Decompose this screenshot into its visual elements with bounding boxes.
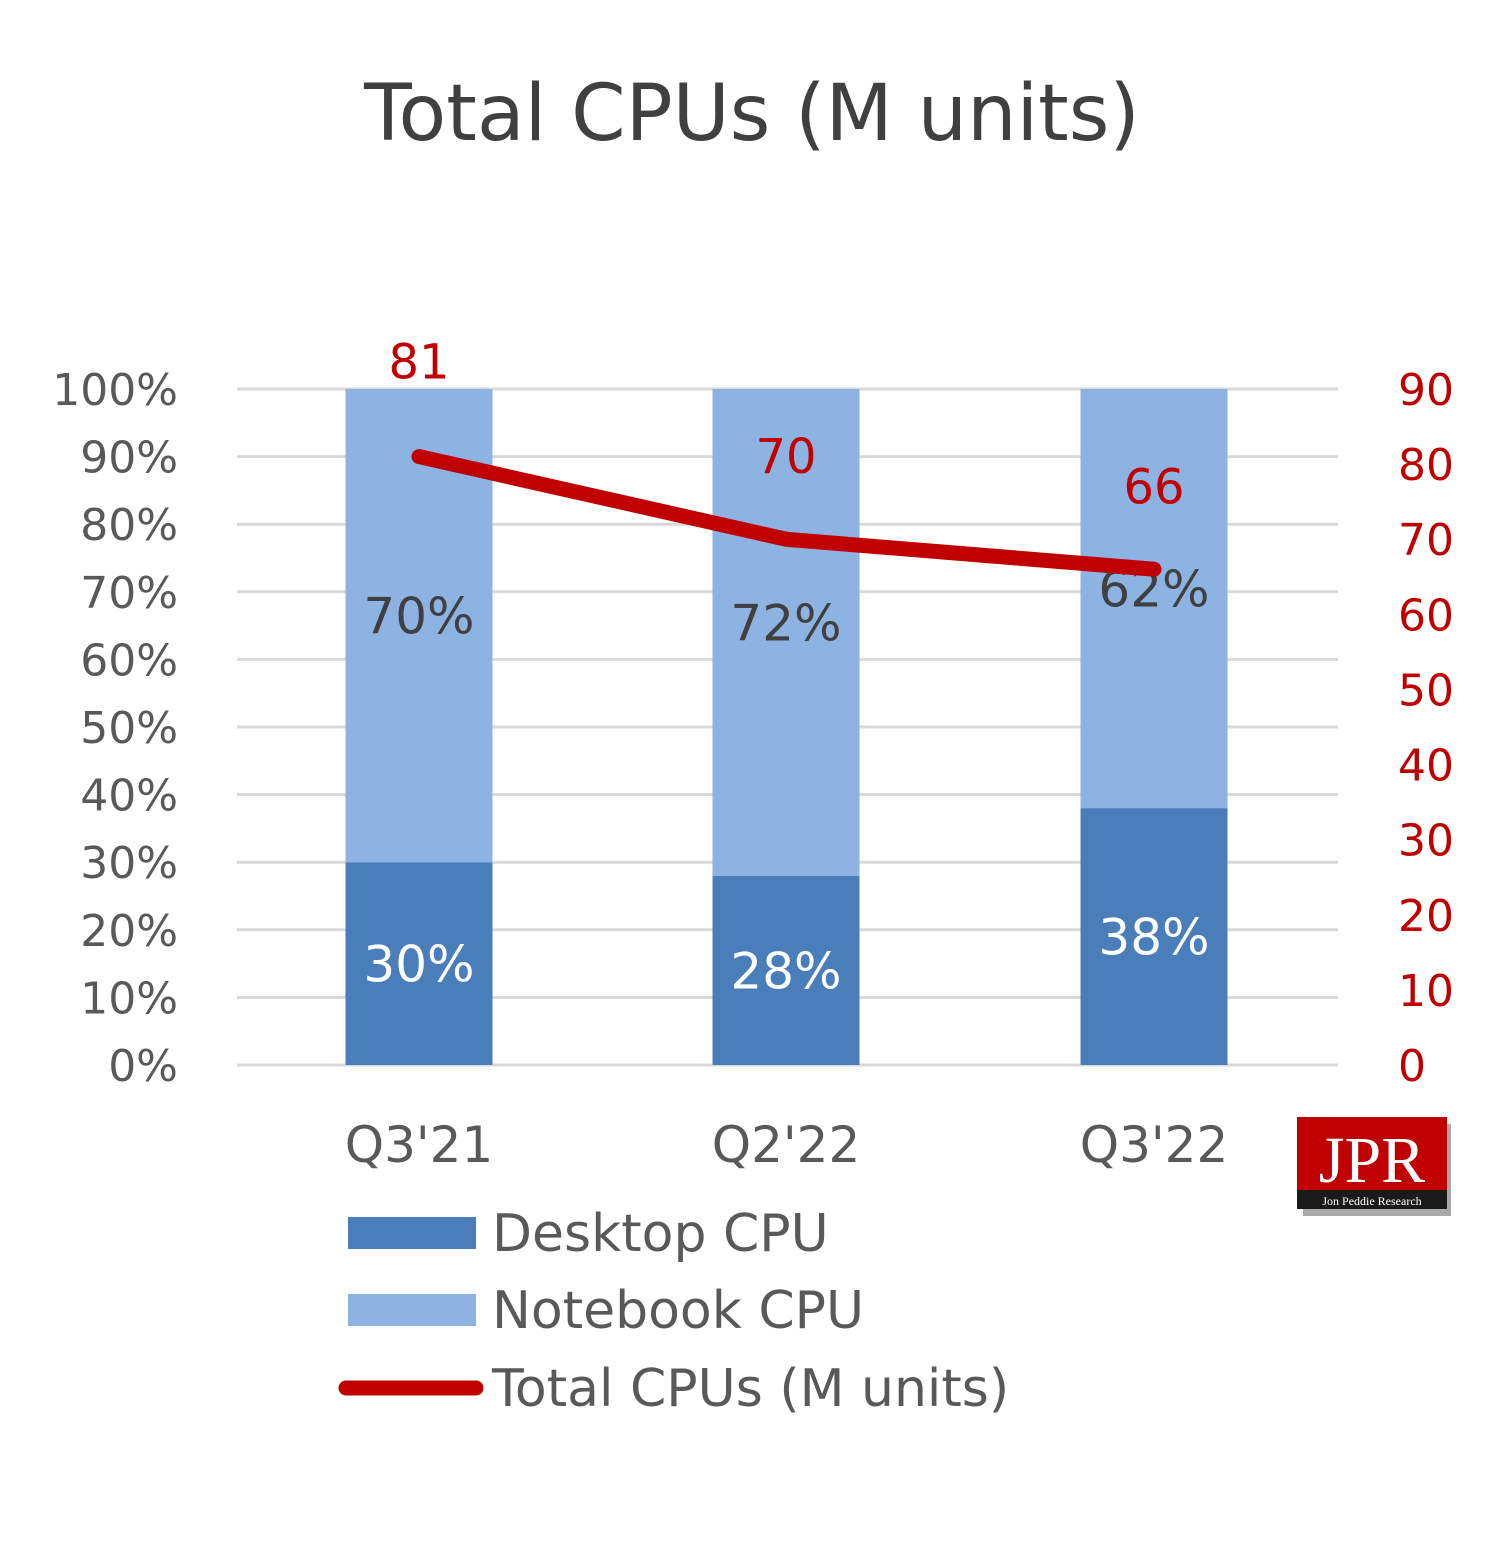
desktop-data-label: 38% (1098, 909, 1209, 967)
y-right-tick-label: 50 (1398, 665, 1454, 716)
legend-swatch (348, 1217, 476, 1249)
y-left-tick-label: 30% (80, 838, 178, 889)
y-right-tick-label: 30 (1398, 816, 1454, 867)
x-tick-label: Q3'21 (345, 1116, 494, 1174)
line-series: 81 70 66 (388, 335, 1185, 577)
x-tick-label: Q3'22 (1080, 1116, 1229, 1174)
bar-desktop-cpu (1080, 808, 1228, 1065)
y-left-tick-label: 0% (108, 1041, 178, 1092)
logo-text: JPR (1319, 1124, 1425, 1197)
y-left-tick-label: 40% (80, 771, 178, 822)
x-tick-label: Q2'22 (712, 1116, 861, 1174)
x-axis: Q3'21 Q2'22 Q3'22 (345, 1116, 1229, 1174)
legend: Desktop CPU Notebook CPU Total CPUs (M uni… (338, 1204, 1009, 1419)
bars: 30% 28%38%70% 72%62% (345, 389, 1228, 1065)
bar-desktop-cpu (712, 875, 860, 1065)
desktop-data-label: 28% (730, 942, 841, 1000)
y-left-tick-label: 90% (80, 433, 178, 484)
y-left-tick-label: 60% (80, 635, 178, 686)
logo-subtext: Jon Peddie Research (1322, 1194, 1421, 1208)
y-left-tick-label: 50% (80, 703, 178, 754)
y-right-tick-label: 40 (1398, 741, 1454, 792)
legend-label: Total CPUs (M units) (491, 1359, 1009, 1419)
total-data-label: 66 (1123, 459, 1184, 515)
y-left-tick-label: 80% (80, 500, 178, 551)
y-right-tick-label: 60 (1398, 590, 1454, 641)
legend-label: Notebook CPU (492, 1281, 864, 1341)
bar-desktop-cpu (345, 862, 493, 1065)
desktop-data-label: 30% (363, 936, 474, 994)
notebook-data-label: 70% (363, 588, 474, 646)
y-right-tick-label: 20 (1398, 891, 1454, 942)
y-left-tick-label: 10% (80, 973, 178, 1024)
y-right-tick-label: 10 (1398, 966, 1454, 1017)
y-left-tick-label: 20% (80, 906, 178, 957)
total-cpus-line (411, 449, 1162, 577)
legend-label: Desktop CPU (492, 1204, 829, 1264)
legend-swatch (348, 1294, 476, 1326)
y-right-tick-label: 0 (1398, 1041, 1426, 1092)
chart-title: Total CPUs (M units) (363, 69, 1140, 159)
notebook-data-label: 72% (730, 594, 841, 652)
y-left-tick-label: 100% (52, 365, 178, 416)
right-axis: 0 10 20 30 40 50 60 70 80 90 (1398, 365, 1454, 1092)
total-data-label: 81 (388, 335, 449, 391)
left-axis: 0% 10% 20% 30% 40% 50% 60% 70% 80% 90% 100% (52, 365, 178, 1092)
bar-notebook-cpu (712, 389, 860, 876)
logo-band (1297, 1190, 1447, 1209)
bar-notebook-cpu (1080, 389, 1228, 809)
y-right-tick-label: 80 (1398, 440, 1454, 491)
total-data-label: 70 (755, 429, 816, 485)
y-left-tick-label: 70% (80, 568, 178, 619)
y-right-tick-label: 70 (1398, 515, 1454, 566)
y-right-tick-label: 90 (1398, 365, 1454, 416)
